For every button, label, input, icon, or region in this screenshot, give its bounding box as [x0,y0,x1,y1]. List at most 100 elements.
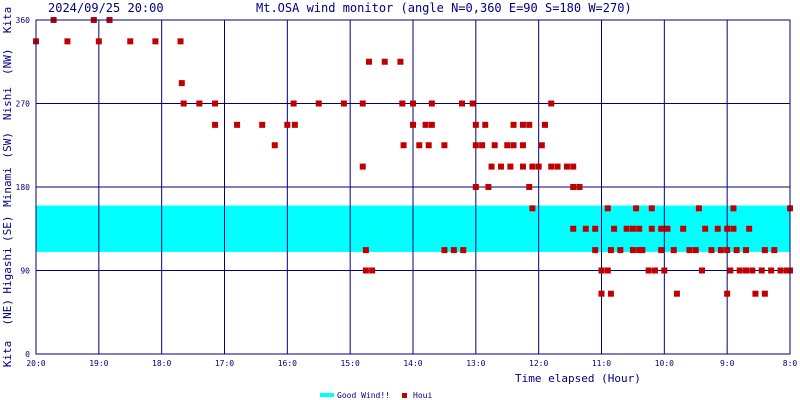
houi-point [178,80,185,87]
houi-point [340,100,347,107]
houi-point [761,247,768,254]
houi-point [670,247,677,254]
houi-point [724,290,731,297]
houi-point [570,225,577,232]
x-tick-label: 11:0 [592,359,611,368]
houi-point [369,267,376,274]
houi-point [658,247,665,254]
houi-point [727,267,734,274]
houi-point [510,142,517,149]
houi-point [582,225,589,232]
houi-point [598,290,605,297]
houi-point [636,225,643,232]
houi-point [658,225,665,232]
legend-houi-swatch [402,393,407,398]
houi-point [315,100,322,107]
y-direction-label: (SW) [1,132,14,159]
houi-point [733,247,740,254]
y-direction-label: Kita [1,7,14,34]
x-tick-label: 12:0 [529,359,548,368]
houi-point [548,100,555,107]
houi-point [598,267,605,274]
houi-point [416,142,423,149]
houi-point [629,225,636,232]
houi-point [212,100,219,107]
houi-point [730,225,737,232]
houi-point [777,267,784,274]
houi-point [152,38,159,45]
houi-point [381,58,388,65]
x-tick-label: 20:0 [26,359,45,368]
houi-point [702,225,709,232]
houi-point [783,267,790,274]
houi-point [510,121,517,128]
houi-point [359,100,366,107]
x-tick-label: 8:0 [783,359,798,368]
y-direction-label: (NE) [1,299,14,326]
houi-point [526,184,533,190]
houi-point [519,142,526,149]
houi-point [507,163,514,170]
houi-point [450,247,457,254]
houi-point [651,267,658,274]
houi-point [673,290,680,297]
houi-point [95,38,102,45]
houi-point [488,163,495,170]
houi-point [576,184,583,190]
houi-point [661,267,668,274]
houi-point [479,142,486,149]
houi-point [752,290,759,297]
houi-point [422,121,429,128]
houi-point [538,142,545,149]
houi-point [548,163,555,170]
houi-point [196,100,203,107]
houi-point [485,184,492,190]
x-tick-label: 15:0 [341,359,360,368]
x-tick-label: 19:0 [89,359,108,368]
houi-point [607,247,614,254]
y-tick-labels: 0 90 180 270 360 [16,16,31,359]
houi-point [234,121,241,128]
houi-point [410,100,416,107]
houi-point [425,142,432,149]
legend-good-wind-label: Good Wind!! [337,391,390,400]
houi-point [526,121,533,128]
houi-point [397,58,404,65]
houi-point [604,205,611,212]
x-tick-label: 10:0 [655,359,674,368]
houi-point [743,247,750,254]
x-tick-label: 14:0 [403,359,422,368]
houi-point [695,205,702,212]
houi-point [535,163,542,170]
houi-point [680,225,687,232]
houi-point [259,121,266,128]
houi-point [746,225,753,232]
houi-point [504,142,511,149]
houi-point [771,247,778,254]
houi-point [686,247,693,254]
houi-point [724,225,731,232]
y-direction-label: Higashi [1,247,14,293]
houi-point [177,38,184,45]
y-direction-label: (NW) [1,49,14,76]
houi-point [699,267,706,274]
houi-point [212,121,219,128]
houi-point [472,142,479,149]
houi-point [768,267,775,274]
y-tick-label: 180 [16,183,31,192]
houi-point [563,163,570,170]
houi-point [127,38,134,45]
y-tick-label: 0 [25,350,30,359]
houi-point [758,267,765,274]
y-tick-label: 270 [16,100,31,109]
houi-point [629,247,636,254]
houi-point [714,225,721,232]
houi-point [636,247,643,254]
houi-point [592,225,599,232]
x-tick-label: 16:0 [278,359,297,368]
houi-point [749,267,756,274]
houi-point [717,247,724,254]
houi-point [607,290,614,297]
y-direction-label: (SE) [1,216,14,243]
